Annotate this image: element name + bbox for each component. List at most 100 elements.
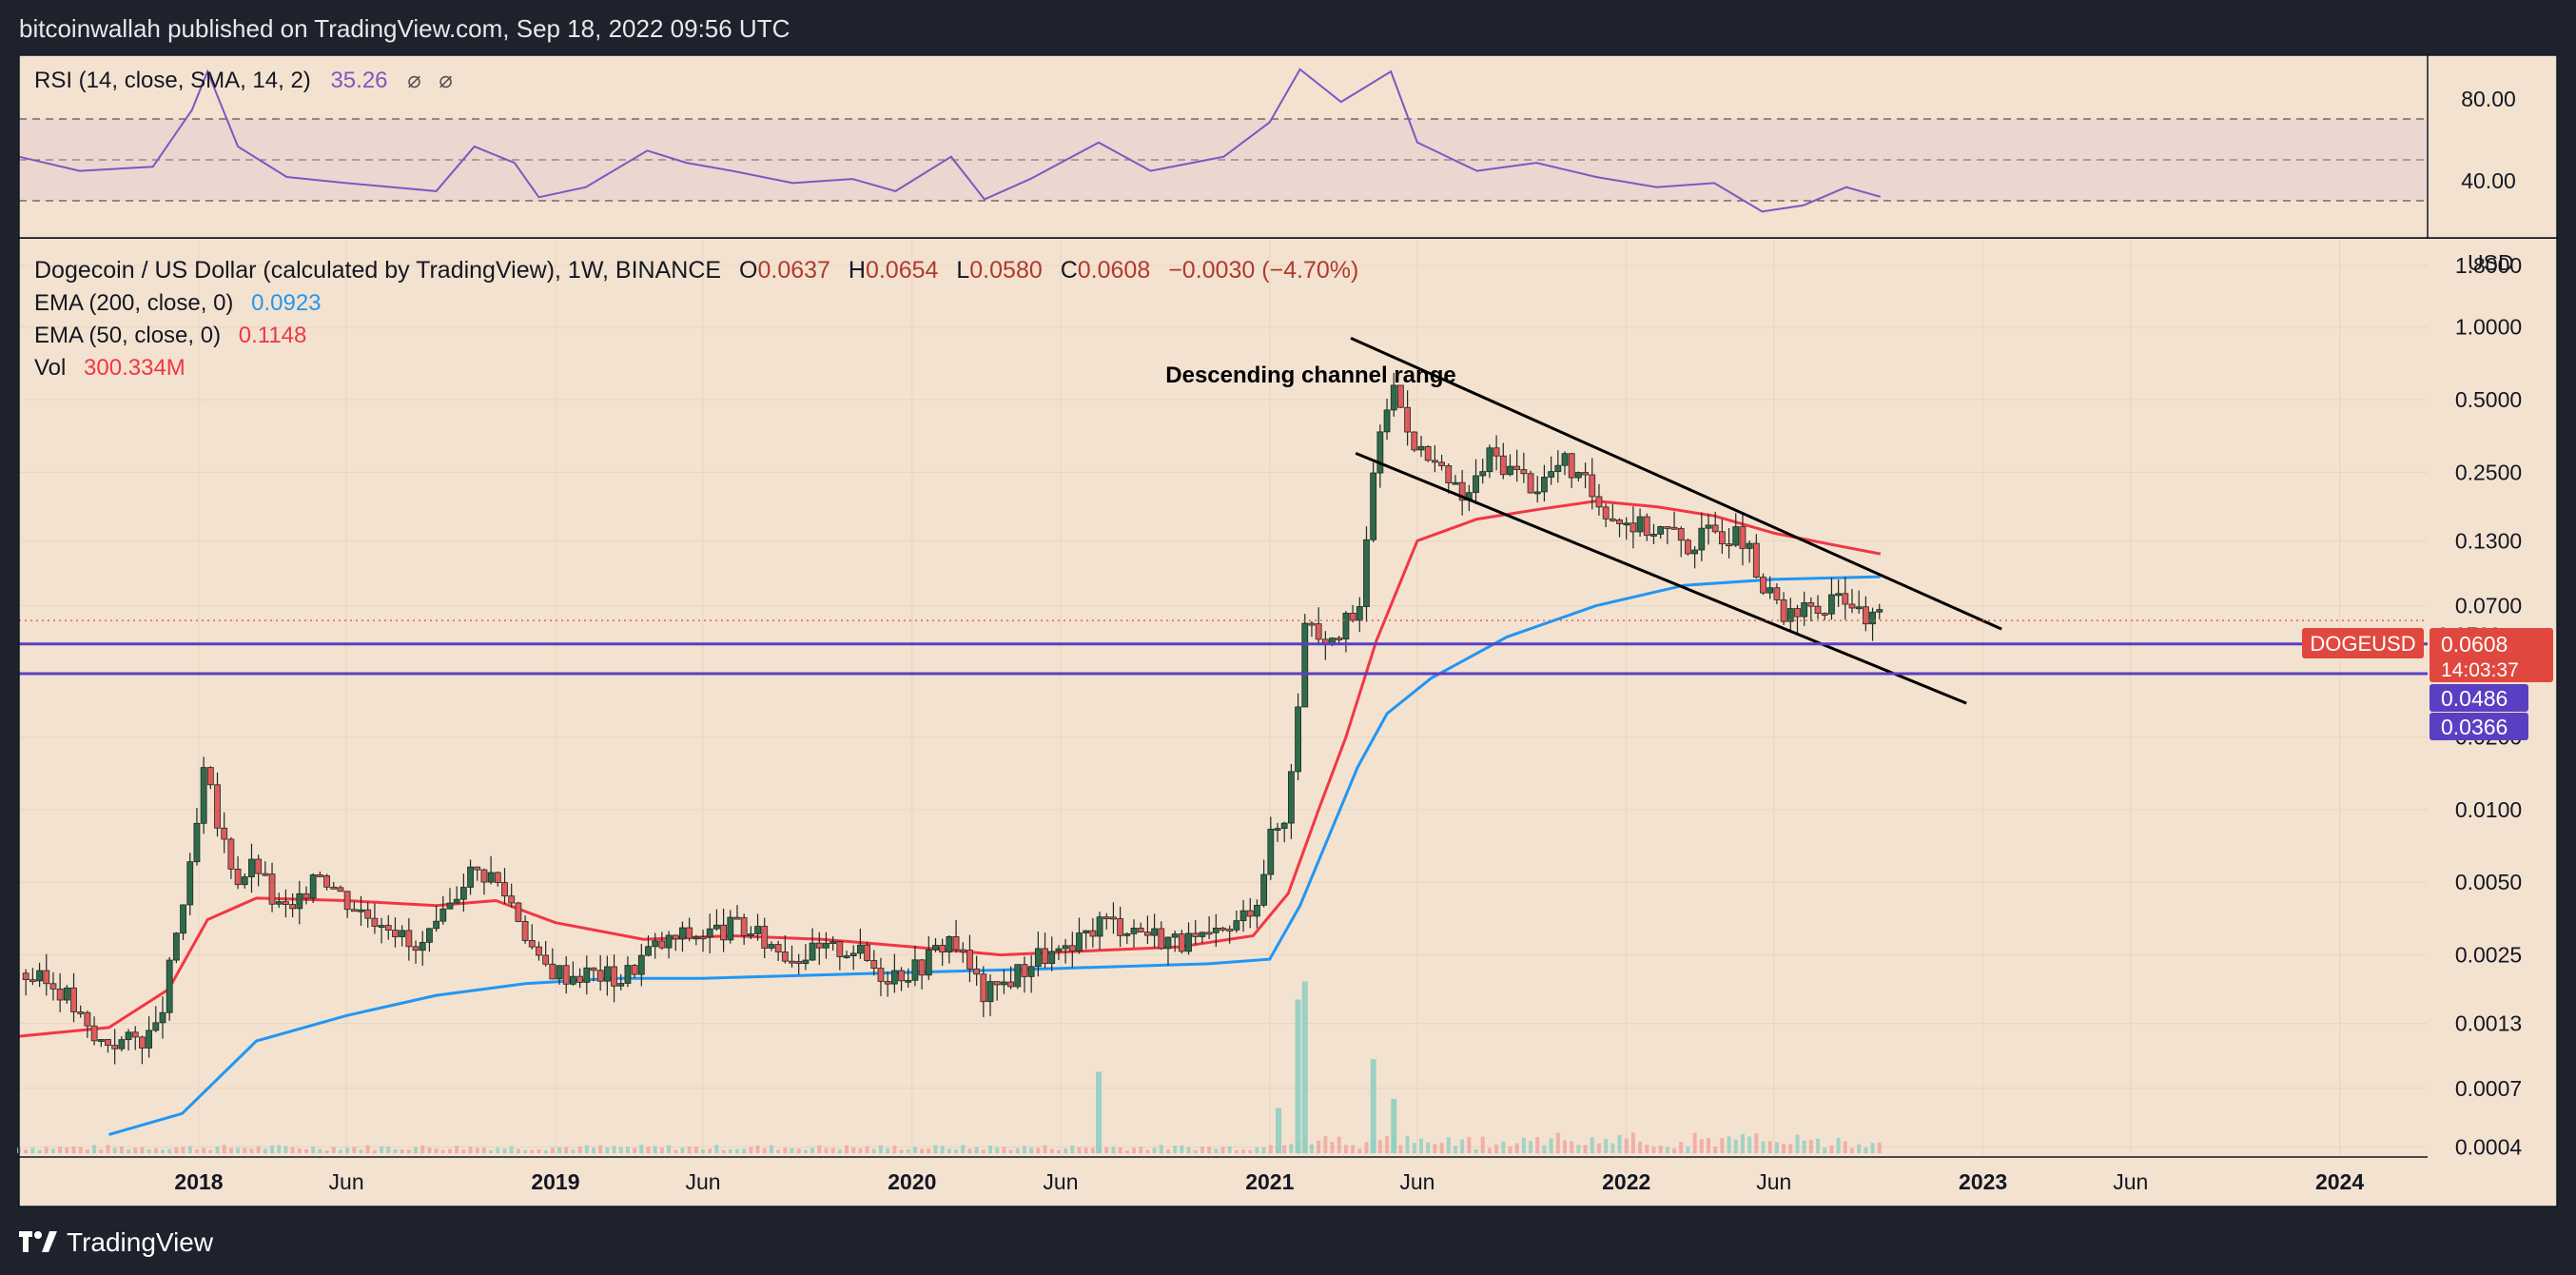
candle-up [1479, 471, 1487, 477]
volume-bar [1132, 1148, 1137, 1153]
volume-bar [584, 1145, 589, 1153]
volume-bar [1173, 1145, 1178, 1153]
volume-bar [215, 1146, 220, 1153]
volume-legend-name: Vol [34, 355, 66, 381]
candle-up [1732, 526, 1740, 546]
rsi-hide-icon[interactable]: ⌀ [407, 68, 420, 93]
volume-bar [830, 1148, 835, 1153]
candle-up [986, 981, 994, 1003]
candle-down [1021, 964, 1028, 977]
candle-up [1014, 964, 1022, 988]
volume-bar [311, 1146, 316, 1153]
candle-down [330, 886, 338, 890]
y-tick-label: 1.8000 [2455, 253, 2522, 278]
volume-bar [817, 1145, 822, 1153]
candle-up [1123, 932, 1131, 936]
volume-bar [1309, 1144, 1314, 1153]
candle-down [795, 961, 803, 965]
candle-down [1411, 431, 1418, 451]
volume-bar [1124, 1149, 1129, 1153]
candle-up [1280, 822, 1288, 830]
volume-bar [1795, 1134, 1800, 1153]
ema50-legend-name: EMA (50, close, 0) [34, 323, 221, 348]
candle-up [1691, 549, 1699, 555]
candle-up [1212, 927, 1220, 933]
ema200-legend-name: EMA (200, close, 0) [34, 290, 233, 316]
volume-bar [824, 1148, 829, 1153]
volume-bar [1555, 1132, 1560, 1153]
volume-bar [967, 1148, 972, 1153]
candle-up [1342, 613, 1350, 640]
candle-down [686, 927, 693, 939]
volume-bar [243, 1148, 247, 1153]
candle-up [849, 952, 857, 956]
candle-up [1239, 910, 1247, 922]
candle-down [1664, 526, 1671, 529]
volume-bar [270, 1145, 275, 1153]
candle-down [515, 902, 522, 922]
x-tick-label: 2022 [1602, 1169, 1650, 1194]
volume-bar [1036, 1148, 1041, 1153]
x-tick-label: 2021 [1245, 1169, 1294, 1194]
candle-up [1062, 945, 1069, 950]
candle-up [1185, 932, 1192, 952]
candle-up [570, 975, 576, 985]
rsi-settings-icon[interactable]: ⌀ [439, 68, 452, 93]
volume-bar [1658, 1146, 1663, 1153]
candle-up [637, 954, 645, 975]
volume-bar [99, 1149, 104, 1153]
volume-bar [386, 1147, 391, 1153]
candle-up [1363, 539, 1370, 607]
ohlc-open-key: O [739, 257, 757, 284]
volume-bar [1630, 1132, 1635, 1153]
volume-bar [1570, 1141, 1574, 1153]
candle-down [323, 874, 330, 888]
candle-down [549, 963, 556, 980]
volume-bar [1740, 1133, 1745, 1153]
candle-up [1295, 706, 1301, 773]
candle-up [603, 966, 611, 982]
candle-down [255, 858, 263, 874]
volume-bar [1823, 1148, 1827, 1153]
volume-bar [837, 1149, 842, 1153]
volume-bar [1234, 1149, 1239, 1153]
y-tick-label: 0.0700 [2455, 594, 2522, 618]
rsi-axis-40: 40.00 [2461, 168, 2516, 193]
candle-down [528, 940, 536, 948]
volume-bar [598, 1145, 603, 1153]
volume-bar [1733, 1139, 1738, 1153]
candle-down [1780, 598, 1787, 622]
candle-down [480, 869, 488, 883]
y-tick-label: 0.5000 [2455, 387, 2522, 412]
volume-bar [202, 1148, 206, 1153]
x-tick-label: Jun [329, 1169, 364, 1194]
tradingview-brand[interactable]: TradingView [19, 1227, 213, 1258]
candle-up [1473, 475, 1479, 494]
candle-up [857, 944, 864, 954]
candle-up [747, 933, 754, 936]
candle-up [665, 934, 673, 949]
volume-bar [414, 1147, 419, 1153]
candle-down [1089, 930, 1097, 937]
volume-bar [858, 1148, 863, 1153]
candle-down [590, 967, 597, 971]
candle-down [234, 868, 242, 886]
volume-bar [974, 1147, 979, 1153]
candle-up [1855, 606, 1863, 610]
candle-down [1643, 516, 1650, 537]
candle-up [193, 822, 201, 863]
ohlc-open: 0.0637 [757, 257, 829, 284]
volume-bar [481, 1148, 486, 1153]
volume-bar [1487, 1148, 1492, 1153]
volume-bar [365, 1145, 370, 1153]
candle-up [1034, 948, 1042, 968]
candle-up [583, 967, 591, 983]
grid-layer [19, 240, 2428, 1155]
volume-bar [734, 1148, 739, 1153]
volume-bar [892, 1146, 897, 1153]
candle-down [1103, 916, 1110, 920]
volume-bar [461, 1149, 466, 1153]
volume-bar [1692, 1132, 1697, 1153]
volume-bar [1829, 1145, 1834, 1153]
